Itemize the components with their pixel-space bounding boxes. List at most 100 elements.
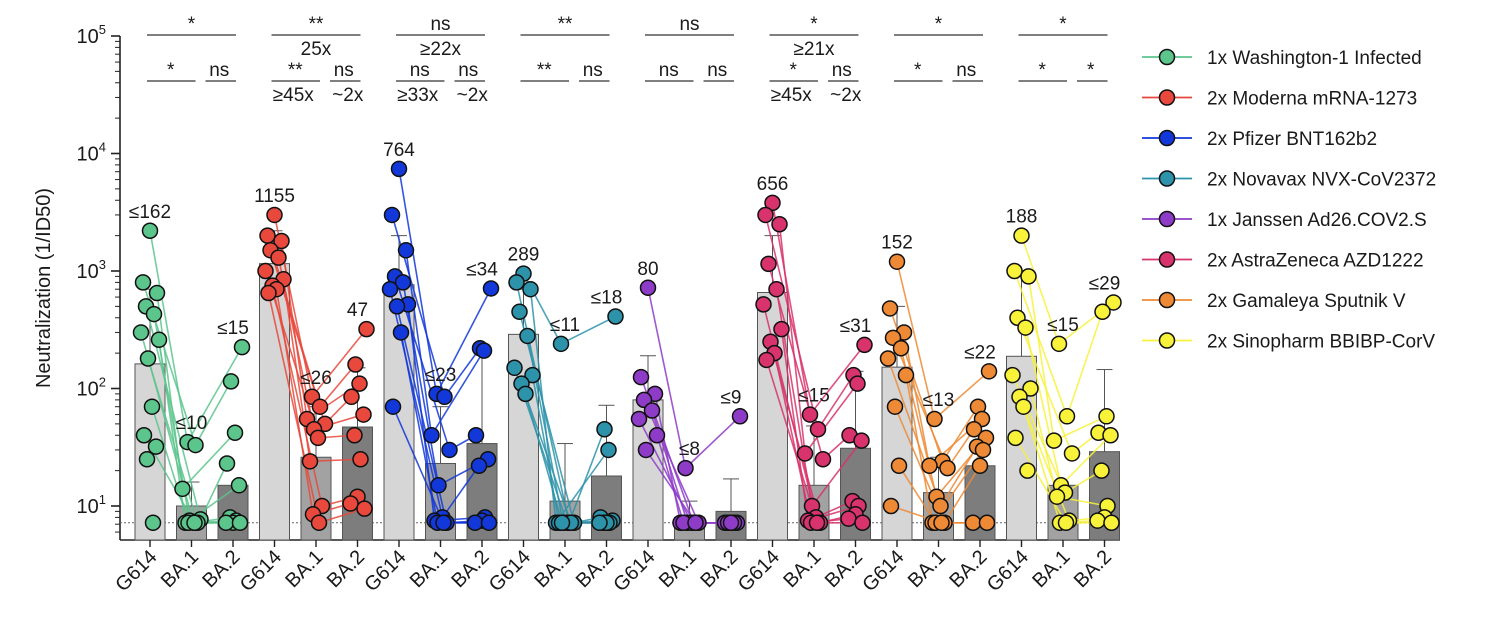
paired-line	[555, 449, 610, 524]
value-label-G614: 656	[757, 174, 789, 195]
data-point	[1057, 514, 1075, 532]
significance-right: ns	[707, 60, 727, 81]
legend-label: 2x Gamaleya Sputnik V	[1207, 291, 1406, 312]
legend-marker	[1158, 251, 1176, 268]
bar-G614	[259, 263, 290, 541]
fold-change-top: ≥22x	[420, 39, 462, 60]
data-point	[381, 280, 399, 298]
data-point	[892, 340, 910, 357]
data-point	[309, 429, 327, 447]
legend-label: 2x AstraZeneca AZD1222	[1207, 251, 1424, 272]
legend-label: 2x Sinopharm BBIBP-CorV	[1207, 332, 1435, 353]
paired-line	[905, 374, 934, 523]
data-point	[441, 441, 458, 459]
paired-line	[892, 337, 949, 469]
paired-line	[684, 415, 741, 469]
x-category-label: G614	[360, 546, 410, 596]
value-label-G614: 152	[881, 233, 913, 254]
data-point	[148, 284, 166, 302]
significance-right: ns	[583, 60, 603, 81]
data-point	[971, 457, 989, 475]
data-point	[511, 303, 528, 320]
legend-marker	[1158, 210, 1176, 228]
paired-line	[398, 168, 438, 395]
data-point	[138, 450, 156, 468]
data-point	[358, 320, 375, 338]
value-label-G614: 1155	[254, 186, 295, 207]
paired-line	[804, 383, 859, 454]
data-point	[639, 279, 657, 297]
paired-line	[1020, 235, 1060, 345]
x-category-label: BA.2	[572, 546, 618, 592]
data-point	[648, 427, 666, 444]
data-point	[591, 514, 608, 532]
paired-line	[943, 465, 981, 524]
x-category-label: G614	[983, 546, 1033, 596]
significance-left: *	[914, 60, 922, 81]
data-point	[436, 388, 453, 406]
data-point	[145, 305, 163, 323]
data-point	[139, 350, 157, 367]
value-label-BA.1: ≤11	[550, 315, 580, 336]
value-label-BA.2: ≤34	[466, 259, 498, 280]
paired-line	[656, 435, 685, 523]
data-point	[881, 300, 899, 317]
data-point	[231, 514, 249, 532]
data-point	[187, 436, 204, 454]
paired-line	[817, 374, 855, 430]
paired-line	[771, 202, 811, 415]
paired-line	[1027, 276, 1055, 441]
significance-top: ns	[430, 14, 450, 35]
data-point	[853, 432, 870, 449]
legend-item: 2x Gamaleya Sputnik V	[1142, 291, 1406, 312]
data-point	[259, 227, 276, 244]
paired-line	[1014, 437, 1067, 524]
data-point	[840, 510, 857, 527]
data-point	[144, 514, 162, 532]
data-point	[217, 514, 235, 532]
significance-left: **	[288, 60, 303, 81]
legend-item: 2x AstraZeneca AZD1222	[1142, 251, 1424, 272]
data-point	[897, 366, 915, 384]
paired-line	[194, 380, 232, 446]
legend-label: 1x Janssen Ad26.COV2.S	[1207, 210, 1427, 231]
paired-line	[311, 328, 368, 398]
data-point	[1063, 445, 1081, 462]
legend-item: 2x Pfizer BNT162b2	[1142, 129, 1377, 150]
data-point	[1102, 427, 1119, 444]
y-tick-label: 105	[77, 22, 106, 48]
data-point	[222, 373, 240, 390]
data-point	[388, 298, 406, 315]
paired-line	[1013, 270, 1068, 417]
data-point	[134, 274, 152, 291]
legend-marker	[1158, 129, 1176, 147]
paired-line	[645, 449, 697, 524]
data-point	[174, 480, 191, 498]
data-point	[517, 385, 534, 403]
paired-line	[941, 406, 979, 462]
x-category-label: BA.1	[1028, 546, 1074, 592]
paired-line	[896, 261, 936, 420]
x-category-label: BA.1	[281, 546, 327, 592]
data-point	[1103, 514, 1120, 532]
y-axis-title: Neutralization (1/ID50)	[33, 188, 55, 388]
legend-marker	[1158, 170, 1176, 187]
legend-item: 2x Novavax NVX-CoV2372	[1142, 170, 1436, 191]
data-point	[757, 206, 774, 224]
x-category-label: G614	[485, 546, 535, 596]
data-point	[722, 514, 740, 532]
value-label-BA.1: ≤13	[923, 390, 955, 411]
data-point	[849, 375, 866, 392]
paired-line	[435, 288, 492, 395]
fold-change-right: ~2x	[830, 85, 862, 106]
legend-item: 2x Moderna mRNA-1273	[1142, 89, 1417, 110]
data-point	[186, 514, 203, 532]
data-point	[397, 242, 415, 259]
value-label-BA.1: ≤15	[1047, 315, 1079, 336]
data-point	[731, 408, 749, 425]
data-point	[632, 368, 650, 386]
paired-line	[275, 289, 314, 515]
data-point	[233, 338, 251, 356]
data-point	[310, 514, 328, 532]
data-point	[1048, 488, 1066, 505]
